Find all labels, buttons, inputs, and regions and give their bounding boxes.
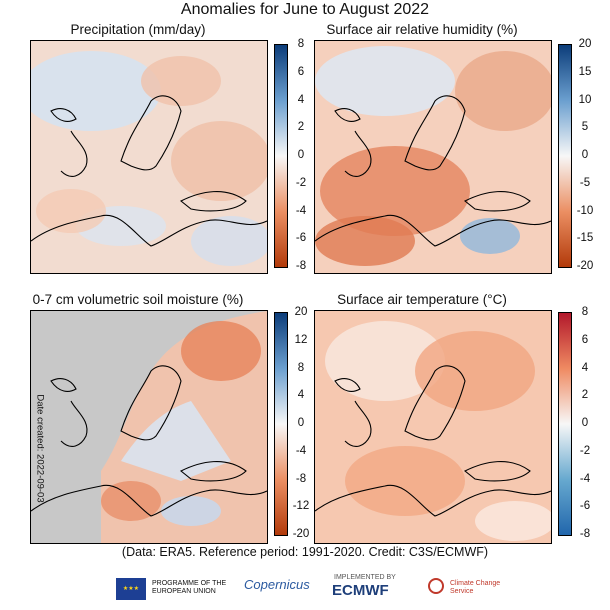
colorbar-tick-label: 20 <box>578 38 592 50</box>
map-soil-moisture <box>30 310 268 544</box>
eu-logo-text: PROGRAMME OF THE EUROPEAN UNION <box>152 580 227 595</box>
colorbar-tick-label: 6 <box>581 333 589 346</box>
colorbar-tick-label: 5 <box>581 121 589 134</box>
implemented-by-text: IMPLEMENTED BY <box>334 574 396 581</box>
colorbar-tick-label: 2 <box>581 389 589 402</box>
colorbar-tick-label: 0 <box>581 417 589 429</box>
colorbar-soil-moisture <box>274 312 288 536</box>
colorbar-tick-label: 10 <box>578 93 592 106</box>
colorbar-tick-label: 4 <box>581 361 589 374</box>
colorbar-tick-label: 12 <box>294 333 308 346</box>
colorbar-tick-label: -4 <box>295 444 307 457</box>
colorbar-tick-label: -8 <box>295 260 307 272</box>
colorbar-tick-label: -8 <box>579 528 591 540</box>
colorbar-tick-label: 15 <box>578 65 592 78</box>
colorbar-tick-label: 0 <box>297 417 305 429</box>
colorbar-tick-label: -8 <box>295 472 307 485</box>
date-created: Date created: 2022-09-03 <box>34 394 46 503</box>
credit-line: (Data: ERA5. Reference period: 1991-2020… <box>121 545 489 559</box>
colorbar-tick-label: -2 <box>295 176 307 189</box>
colorbar-tick-label: -15 <box>576 232 594 245</box>
colorbar-tick-label: 8 <box>297 38 305 50</box>
colorbar-tick-label: 0 <box>581 149 589 161</box>
colorbar-tick-label: -5 <box>579 176 591 189</box>
main-title: Anomalies for June to August 2022 <box>180 1 430 18</box>
ticks-precipitation: 8 6 4 2 0 -2 -4 -6 -8 <box>288 38 318 272</box>
temperature-field <box>315 311 551 543</box>
colorbar-tick-label: -4 <box>579 472 591 485</box>
ticks-soil-moisture: 20 12 8 4 0 -4 -8 -12 -20 <box>288 306 318 540</box>
eu-flag-icon: ★★★ <box>116 578 146 600</box>
colorbar-tick-label: -12 <box>292 500 310 513</box>
soil-moisture-field <box>31 311 267 543</box>
colorbar-tick-label: 4 <box>297 93 305 106</box>
colorbar-tick-label: 6 <box>297 65 305 78</box>
colorbar-tick-label: -20 <box>576 260 594 272</box>
c3s-logo-text: Climate Change Service <box>450 580 501 595</box>
panel-title-humidity: Surface air relative humidity (%) <box>326 22 518 37</box>
map-humidity <box>314 40 552 274</box>
map-precipitation <box>30 40 268 274</box>
colorbar-temperature <box>558 312 572 536</box>
colorbar-tick-label: 8 <box>297 361 305 374</box>
ecmwf-logo: ECMWF <box>332 582 389 599</box>
colorbar-tick-label: -10 <box>576 204 594 217</box>
copernicus-logo: Copernicus <box>244 577 310 592</box>
humidity-field <box>315 41 551 273</box>
precipitation-field <box>31 41 267 273</box>
colorbar-tick-label: 0 <box>297 149 305 161</box>
colorbar-tick-label: 8 <box>581 306 589 318</box>
colorbar-tick-label: 2 <box>297 121 305 134</box>
colorbar-tick-label: 20 <box>294 306 308 318</box>
colorbar-tick-label: -2 <box>579 444 591 457</box>
colorbar-precipitation <box>274 44 288 268</box>
panel-title-precipitation: Precipitation (mm/day) <box>70 22 206 37</box>
map-temperature <box>314 310 552 544</box>
ticks-temperature: 8 6 4 2 0 -2 -4 -6 -8 <box>572 306 602 540</box>
colorbar-tick-label: -6 <box>579 500 591 513</box>
c3s-logo-icon <box>428 578 444 594</box>
colorbar-tick-label: 4 <box>297 389 305 402</box>
ticks-humidity: 20 15 10 5 0 -5 -10 -15 -20 <box>572 38 602 272</box>
colorbar-tick-label: -6 <box>295 232 307 245</box>
panel-title-temperature: Surface air temperature (°C) <box>337 292 507 307</box>
colorbar-tick-label: -20 <box>292 528 310 540</box>
colorbar-humidity <box>558 44 572 268</box>
colorbar-tick-label: -4 <box>295 204 307 217</box>
panel-title-soil-moisture: 0-7 cm volumetric soil moisture (%) <box>32 292 244 307</box>
